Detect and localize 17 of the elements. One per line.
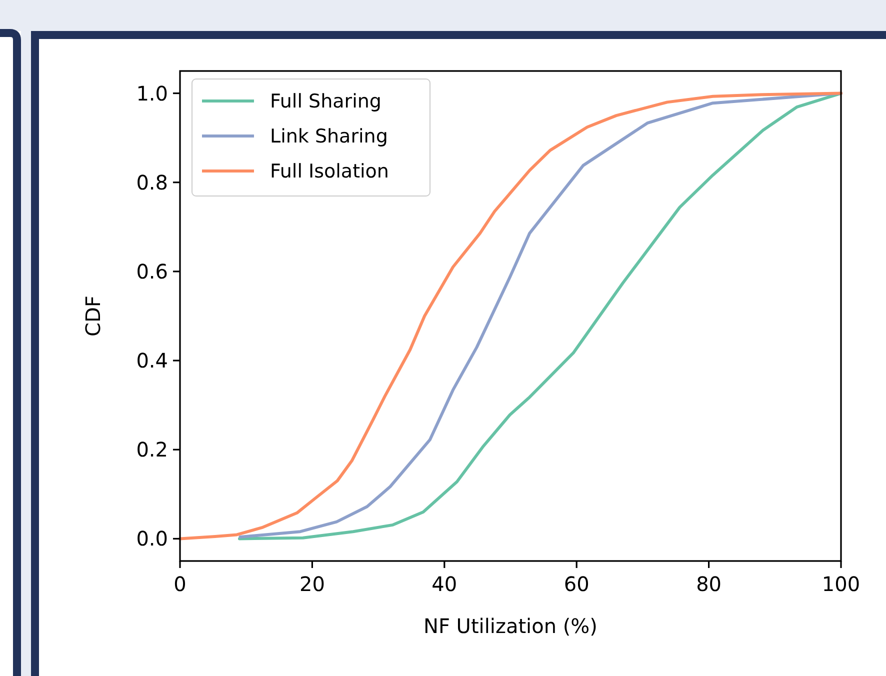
y-tick-label: 0.2 [136, 438, 168, 462]
x-tick-label: 20 [299, 572, 325, 596]
x-tick-label: 100 [822, 572, 860, 596]
legend-label: Full Isolation [270, 160, 389, 183]
y-tick-label: 1.0 [136, 81, 168, 106]
y-axis-title: CDF [81, 296, 105, 336]
legend-label: Link Sharing [270, 126, 388, 148]
y-tick-label: 0.6 [136, 259, 168, 284]
y-tick-label: 0.0 [136, 526, 168, 551]
x-tick-label: 40 [432, 572, 458, 596]
x-tick-label: 80 [696, 572, 722, 596]
x-tick-label: 0 [174, 572, 186, 596]
x-tick-label: 60 [564, 572, 590, 596]
x-axis-title: NF Utilization (%) [423, 614, 598, 638]
y-tick-label: 0.8 [136, 170, 168, 194]
legend-label: Full Sharing [270, 90, 382, 113]
y-tick-label: 0.4 [136, 348, 168, 373]
